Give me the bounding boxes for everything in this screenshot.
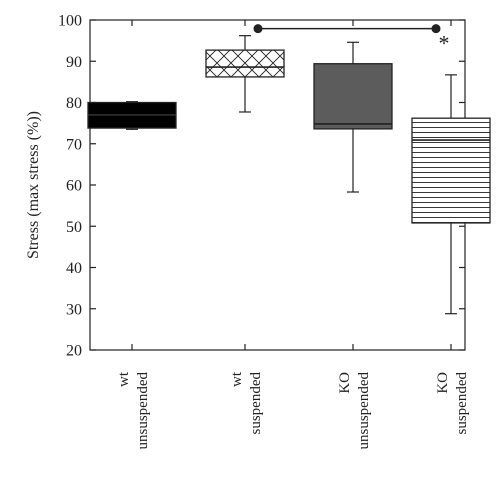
x-category-label-line: KO bbox=[337, 372, 353, 394]
x-category-label-line: wt bbox=[229, 371, 245, 387]
box-group bbox=[411, 74, 491, 315]
x-category-label: wt suspended bbox=[229, 371, 264, 434]
y-axis-title: Stress (max stress (%)) bbox=[25, 111, 42, 259]
box-group bbox=[205, 35, 285, 113]
y-tick-label: 50 bbox=[66, 219, 82, 236]
x-category-label-line: suspended bbox=[454, 372, 470, 435]
x-category-label-line: KO bbox=[435, 372, 451, 394]
y-tick-label: 60 bbox=[66, 178, 82, 195]
x-category-label: wt unsuspended bbox=[116, 371, 151, 449]
box-body bbox=[313, 63, 393, 130]
x-category-label-line: unsuspended bbox=[356, 372, 372, 450]
significance-dot-left bbox=[253, 24, 263, 34]
y-tick-label: 90 bbox=[66, 54, 82, 71]
y-tick-label: 40 bbox=[66, 260, 82, 277]
x-category-label: KO suspended bbox=[435, 372, 470, 435]
box-body bbox=[411, 117, 491, 224]
x-category-label-line: wt bbox=[116, 371, 132, 387]
significance-dot-right bbox=[431, 24, 441, 34]
plot-area bbox=[87, 19, 491, 351]
y-tick-label: 80 bbox=[66, 95, 82, 112]
x-category-label-line: unsuspended bbox=[135, 372, 151, 450]
x-category-label-line: suspended bbox=[248, 372, 264, 435]
y-tick-label: 30 bbox=[66, 301, 82, 318]
y-tick-label: 20 bbox=[66, 343, 82, 360]
box-group bbox=[313, 41, 393, 193]
box-body bbox=[205, 49, 285, 78]
significance-star: * bbox=[439, 31, 450, 56]
y-tick-label: 100 bbox=[58, 13, 82, 30]
y-tick-label: 70 bbox=[66, 136, 82, 153]
box-group bbox=[87, 101, 177, 130]
x-category-label: KO unsuspended bbox=[337, 372, 372, 450]
axis-labels: 20 30 40 50 60 70 80 90 100 Stress (max stress (%… bbox=[25, 13, 470, 450]
